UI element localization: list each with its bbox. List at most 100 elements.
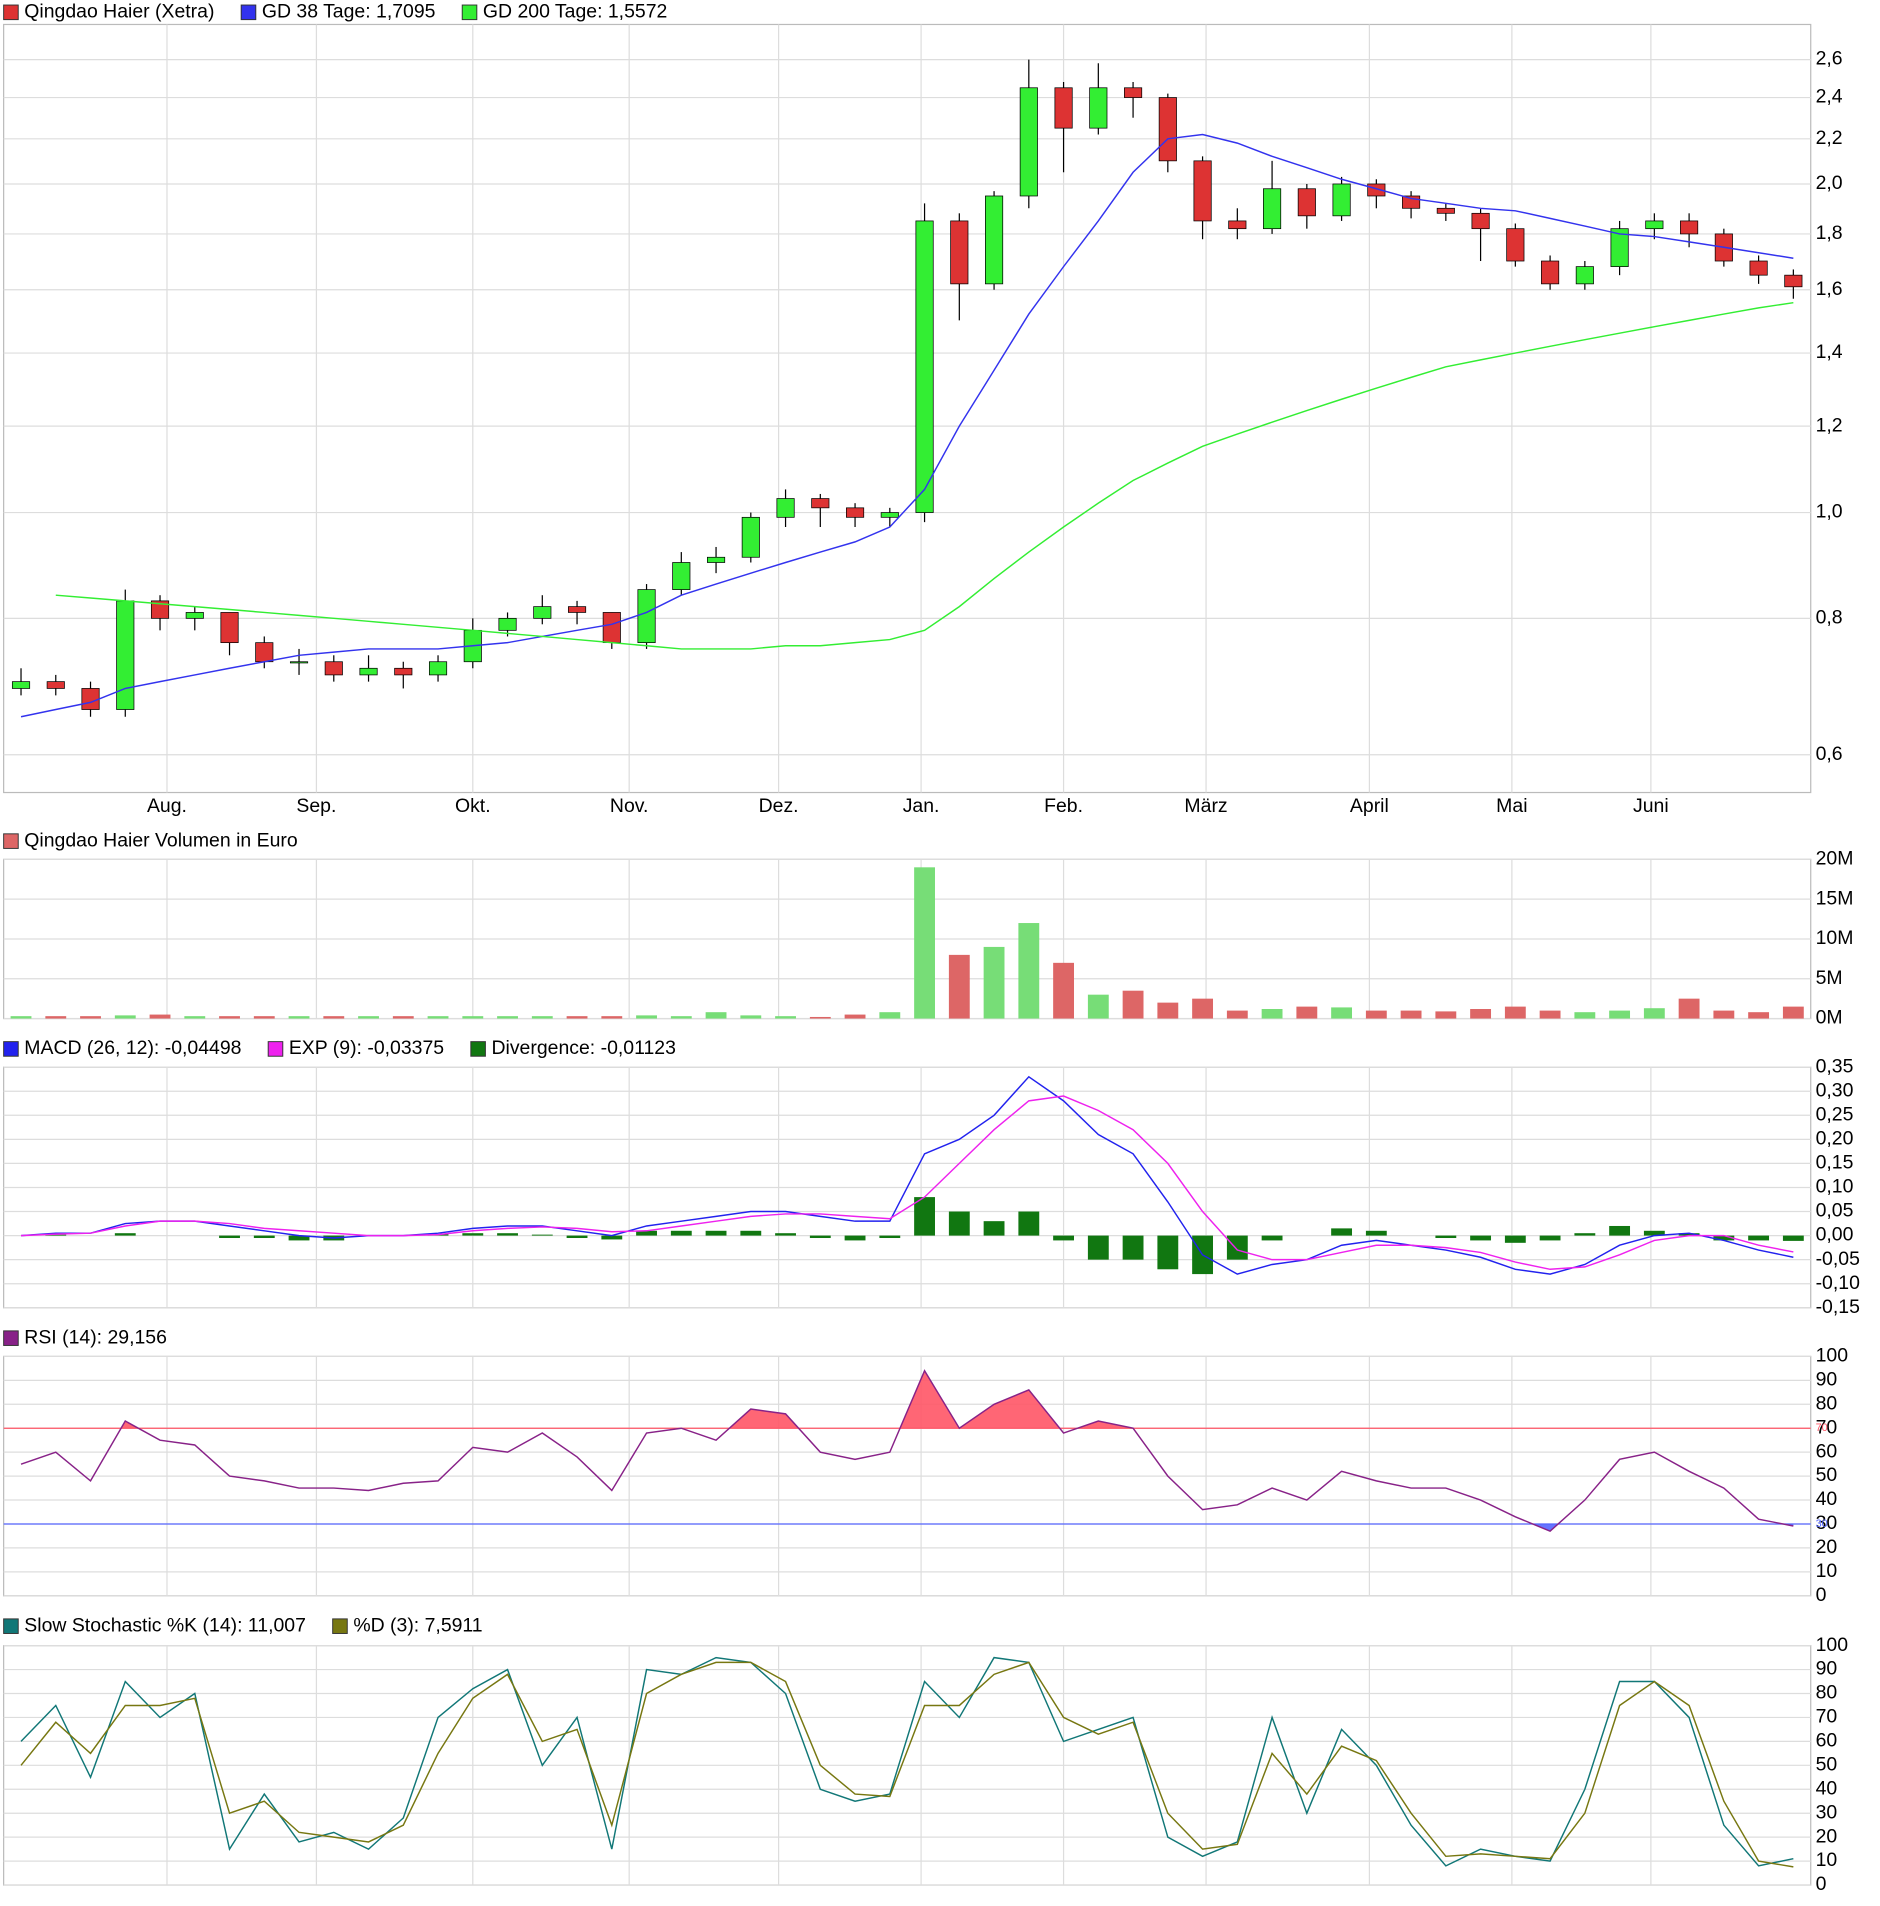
- bar: [1157, 1235, 1179, 1270]
- legend-label: EXP (9): -0,03375: [289, 1037, 444, 1059]
- y-tick-label: 1,0: [1816, 501, 1843, 523]
- bar: [1748, 1235, 1770, 1241]
- bar: [1365, 1010, 1387, 1019]
- bar: [1574, 1233, 1596, 1236]
- bar: [1400, 1010, 1422, 1019]
- candle-body: [1784, 274, 1803, 288]
- y-tick-label: 1,4: [1816, 341, 1843, 363]
- candle-body: [1054, 87, 1073, 129]
- y-tick-label: -0,10: [1816, 1272, 1860, 1294]
- bar: [983, 1221, 1005, 1236]
- candle-body: [672, 562, 691, 590]
- bar: [531, 1016, 553, 1019]
- y-tick-label: 1,8: [1816, 222, 1843, 244]
- candle-body: [1297, 188, 1316, 217]
- candle-body: [1124, 87, 1143, 98]
- bar: [740, 1015, 762, 1019]
- x-tick-label: Mai: [1496, 795, 1527, 817]
- legend-label: RSI (14): 29,156: [24, 1326, 167, 1348]
- candle-body: [811, 498, 830, 509]
- bar: [1782, 1006, 1804, 1019]
- x-tick-label: März: [1184, 795, 1227, 817]
- y-tick-label: 10: [1816, 1560, 1838, 1582]
- x-tick-label: Dez.: [759, 795, 799, 817]
- candle-body: [1019, 87, 1038, 197]
- candle-body: [289, 661, 309, 664]
- y-tick-label: 100: [1816, 1634, 1849, 1656]
- bar: [497, 1233, 518, 1236]
- candle-body: [1471, 212, 1490, 230]
- legend-swatch: [267, 1041, 284, 1057]
- bar: [670, 1230, 692, 1236]
- y-tick-label: 0,00: [1816, 1224, 1854, 1246]
- legend-swatch: [240, 4, 257, 21]
- bar: [1122, 1235, 1144, 1260]
- bar: [358, 1016, 379, 1019]
- bar: [879, 1012, 901, 1019]
- x-tick-label: Feb.: [1044, 795, 1083, 817]
- series-line: [20, 1075, 1794, 1275]
- bar: [1053, 1235, 1074, 1241]
- bar: [566, 1235, 588, 1239]
- y-tick-label: 20: [1816, 1536, 1838, 1558]
- legend-label: Divergence: -0,01123: [491, 1037, 675, 1059]
- bar: [80, 1016, 101, 1019]
- bar: [1157, 1002, 1179, 1019]
- legend-label: Slow Stochastic %K (14): 11,007: [24, 1614, 306, 1636]
- candle-body: [1158, 97, 1177, 162]
- candle-body: [602, 612, 621, 644]
- y-tick-label: 0: [1816, 1584, 1827, 1606]
- legend-label: MACD (26, 12): -0,04498: [24, 1037, 241, 1059]
- bar: [1296, 1006, 1318, 1019]
- candle-body: [1541, 260, 1560, 285]
- candle-body: [1436, 207, 1455, 214]
- y-tick-label: 0,30: [1816, 1079, 1854, 1101]
- y-tick-label: 90: [1816, 1368, 1838, 1390]
- candle-body: [776, 498, 795, 518]
- legend-swatch: [3, 833, 19, 849]
- bar: [1192, 998, 1214, 1019]
- y-tick-label: 0,15: [1816, 1152, 1854, 1174]
- candle-body: [359, 667, 378, 676]
- bar: [1748, 1012, 1770, 1019]
- bar: [1261, 1235, 1283, 1241]
- bar: [392, 1016, 414, 1019]
- y-tick-label: 1,2: [1816, 414, 1843, 436]
- y-tick-label: 2,0: [1816, 172, 1843, 194]
- bar: [948, 1211, 970, 1236]
- bar: [775, 1016, 796, 1019]
- candle-body: [498, 617, 517, 631]
- y-tick-label: 0,10: [1816, 1176, 1854, 1198]
- candle-body: [1193, 160, 1212, 222]
- candle-body: [1332, 183, 1351, 217]
- x-tick-label: Okt.: [455, 795, 491, 817]
- bar: [1504, 1006, 1526, 1019]
- bar: [288, 1235, 310, 1241]
- bar: [1018, 923, 1040, 1019]
- bar: [1678, 1233, 1700, 1236]
- bar: [462, 1016, 484, 1019]
- y-tick-label: 0,25: [1816, 1103, 1854, 1125]
- candle-body: [637, 589, 656, 644]
- candle-body: [255, 642, 274, 663]
- y-tick-label: 100: [1816, 1345, 1849, 1367]
- y-tick-label: 5M: [1816, 967, 1843, 989]
- series-line: [55, 301, 1794, 650]
- candle-body: [1506, 228, 1525, 262]
- x-tick-label: Nov.: [610, 795, 649, 817]
- y-tick-label: 20: [1816, 1825, 1838, 1847]
- bar: [809, 1235, 831, 1239]
- bar: [636, 1230, 657, 1236]
- legend-swatch: [470, 1041, 486, 1057]
- candle-body: [1575, 266, 1594, 285]
- bar: [1609, 1225, 1631, 1236]
- bar: [879, 1235, 901, 1239]
- bar: [948, 954, 970, 1019]
- candle-body: [324, 661, 343, 676]
- y-tick-label: 10: [1816, 1849, 1838, 1871]
- legend-swatch: [3, 4, 19, 21]
- candle-body: [46, 681, 65, 689]
- y-tick-label: -0,15: [1816, 1296, 1860, 1318]
- y-tick-label: 30: [1816, 1801, 1838, 1823]
- reference-label: 70: [1816, 1422, 1828, 1434]
